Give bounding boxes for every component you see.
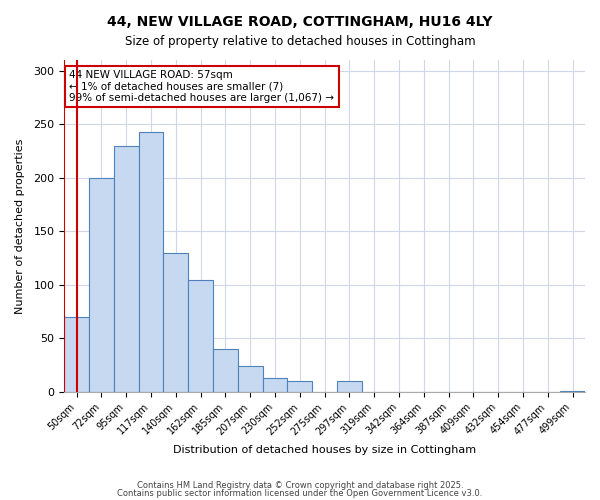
Bar [139,132,163,392]
Bar [64,317,89,392]
Bar [163,252,188,392]
Bar [89,178,114,392]
X-axis label: Distribution of detached houses by size in Cottingham: Distribution of detached houses by size … [173,445,476,455]
Bar [188,280,213,392]
Bar [263,378,287,392]
Text: 44 NEW VILLAGE ROAD: 57sqm
← 1% of detached houses are smaller (7)
99% of semi-d: 44 NEW VILLAGE ROAD: 57sqm ← 1% of detac… [70,70,334,103]
Text: 44, NEW VILLAGE ROAD, COTTINGHAM, HU16 4LY: 44, NEW VILLAGE ROAD, COTTINGHAM, HU16 4… [107,15,493,29]
Bar [114,146,139,392]
Y-axis label: Number of detached properties: Number of detached properties [15,138,25,314]
Bar [287,381,312,392]
Bar [238,366,263,392]
Text: Size of property relative to detached houses in Cottingham: Size of property relative to detached ho… [125,35,475,48]
Bar [337,381,362,392]
Text: Contains public sector information licensed under the Open Government Licence v3: Contains public sector information licen… [118,488,482,498]
Text: Contains HM Land Registry data © Crown copyright and database right 2025.: Contains HM Land Registry data © Crown c… [137,481,463,490]
Bar [213,349,238,392]
Bar [560,391,585,392]
